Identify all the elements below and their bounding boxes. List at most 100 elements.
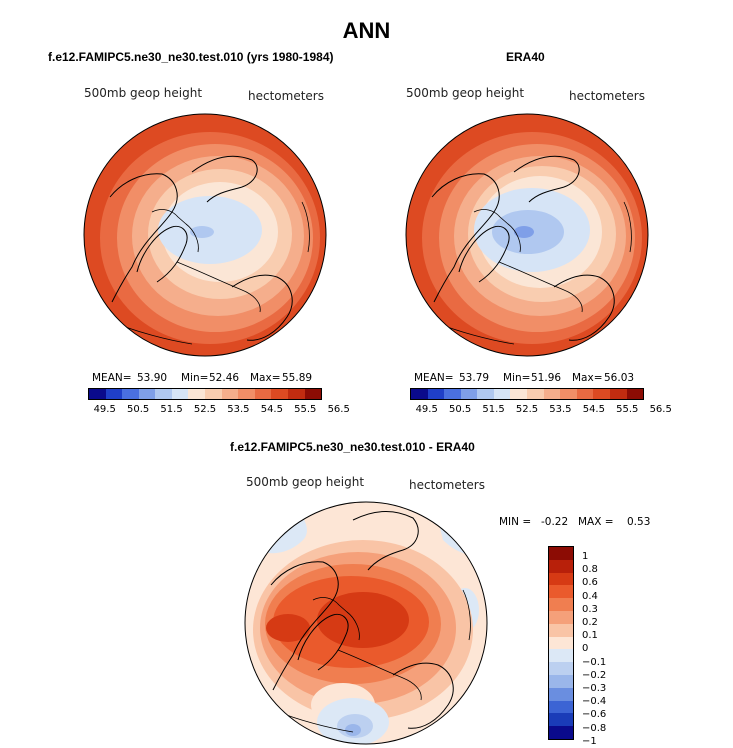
diff-colorbar-swatch [549,649,573,663]
diff-colorbar-swatch [549,636,573,650]
diff-colorbar-label: 0.4 [582,590,598,602]
colorbar-swatch [138,389,156,399]
diff-variable-label: 500mb geop height [246,475,365,489]
colorbar-swatch [444,389,461,399]
colorbar-swatch [155,389,172,399]
left-units-label: hectometers [248,89,324,103]
colorbar-swatch [576,389,594,399]
colorbar-swatch [238,389,255,399]
diff-min-label: MIN = [499,516,532,528]
diff-colorbar-label: 0 [582,643,589,655]
diff-max-label: MAX = [578,516,614,528]
diff-colorbar-label: −0.2 [582,669,607,681]
colorbar-tick-label: 53.5 [549,404,572,415]
diff-colorbar-label: 0.6 [582,577,598,589]
diff-colorbar-label: −0.6 [582,709,607,721]
left-mean-value: 53.90 [137,372,168,384]
right-colorbar [410,388,644,400]
left-colorbar-ticks: 49.5 50.5 51.5 52.5 53.5 54.5 55.5 56.5 [88,404,350,418]
colorbar-tick-label: 52.5 [193,404,217,415]
colorbar-swatch [626,389,644,399]
colorbar-swatch [609,389,627,399]
colorbar-swatch [271,389,288,399]
left-max-value: 55.89 [282,372,313,384]
colorbar-tick-label: 54.5 [582,404,605,415]
colorbar-swatch [427,389,445,399]
right-min-label: Min= [503,372,531,384]
colorbar-tick-label: 50.5 [449,404,472,415]
left-mean-label: MEAN= [92,372,132,384]
left-polar-map [83,113,327,357]
diff-colorbar-swatch [549,610,573,624]
right-min-value: 51.96 [531,372,562,384]
colorbar-swatch [188,389,206,399]
colorbar-tick-label: 51.5 [482,404,505,415]
diff-colorbar-label: 0.1 [582,630,598,642]
diff-colorbar-swatch [549,585,573,599]
diff-colorbar-labels: 1 0.8 0.6 0.4 0.3 0.2 0.1 0 −0.1 −0.2 −0.3 −0.4 −0.6… [582,550,642,748]
colorbar-tick-label: 56.5 [649,404,672,415]
right-panel-title: ERA40 [506,50,545,64]
diff-colorbar-swatch [549,662,573,675]
colorbar-tick-label: 54.5 [260,404,283,415]
colorbar-tick-label: 55.5 [616,404,639,415]
right-units-label: hectometers [569,89,645,103]
colorbar-swatch [304,389,322,399]
colorbar-swatch [477,389,494,399]
right-max-value: 56.03 [604,372,635,384]
diff-colorbar [548,546,574,740]
colorbar-swatch [122,389,139,399]
diff-colorbar-swatch [549,713,573,727]
right-variable-label: 500mb geop height [406,86,525,100]
diff-colorbar-label: −0.4 [582,696,607,708]
colorbar-tick-label: 52.5 [515,404,539,415]
colorbar-tick-label: 55.5 [294,404,317,415]
diff-min-value: -0.22 [541,516,569,528]
diff-colorbar-label: −1 [582,735,597,747]
diff-colorbar-label: 0.3 [582,603,598,615]
right-colorbar-ticks: 49.5 50.5 51.5 52.5 53.5 54.5 55.5 56.5 [410,404,672,418]
diff-colorbar-label: 1 [582,551,589,562]
colorbar-swatch [510,389,528,399]
diff-max-value: 0.53 [627,516,651,528]
diff-colorbar-label: 0.2 [582,617,598,629]
left-min-label: Min= [181,372,209,384]
left-variable-label: 500mb geop height [84,86,203,100]
colorbar-swatch [221,389,239,399]
diff-colorbar-swatch [549,700,573,714]
diff-colorbar-swatch [549,572,573,586]
left-panel-title: f.e12.FAMIPC5.ne30_ne30.test.010 (yrs 19… [48,50,334,64]
colorbar-tick-label: 56.5 [327,404,350,415]
colorbar-swatch [411,389,428,399]
left-min-value: 52.46 [209,372,240,384]
diff-colorbar-label: 0.8 [582,564,598,576]
diff-colorbar-swatch [549,726,573,739]
colorbar-tick-label: 51.5 [160,404,183,415]
colorbar-swatch [543,389,561,399]
diff-colorbar-swatch [549,598,573,611]
colorbar-swatch [171,389,189,399]
diff-colorbar-swatch [549,547,573,560]
diff-colorbar-swatch [549,674,573,688]
colorbar-swatch [89,389,106,399]
colorbar-tick-label: 49.5 [415,404,438,415]
colorbar-swatch [527,389,544,399]
colorbar-tick-label: 50.5 [127,404,150,415]
diff-polar-map [244,501,488,745]
colorbar-swatch [493,389,511,399]
diff-colorbar-swatch [549,687,573,701]
diff-colorbar-swatch [549,623,573,637]
colorbar-swatch [560,389,577,399]
page-title: ANN [342,18,391,43]
diff-colorbar-label: −0.1 [582,656,607,668]
colorbar-swatch [254,389,272,399]
diff-colorbar-label: −0.3 [582,683,607,695]
right-mean-label: MEAN= [414,372,454,384]
diff-units-label: hectometers [409,478,485,492]
right-polar-map [405,113,649,357]
diff-colorbar-swatch [549,559,573,573]
colorbar-swatch [205,389,222,399]
right-mean-value: 53.79 [459,372,490,384]
colorbar-swatch [105,389,123,399]
diff-colorbar-label: −0.8 [582,722,607,734]
